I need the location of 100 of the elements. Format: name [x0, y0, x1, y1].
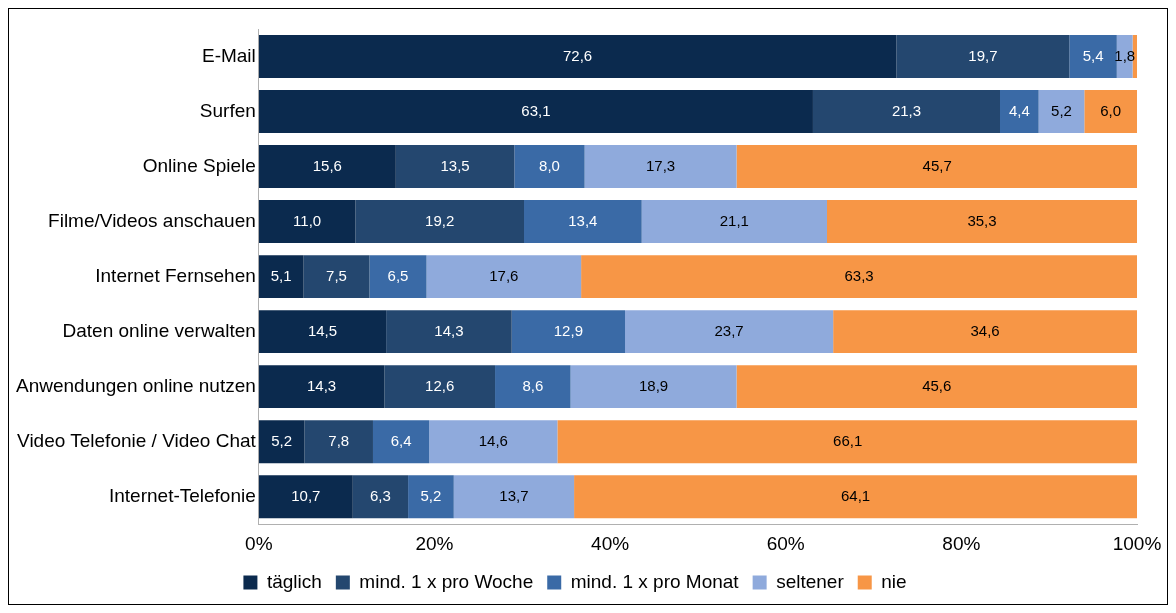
y-tick-label: Video Telefonie / Video Chat [17, 429, 257, 451]
x-tick-label: 0% [245, 532, 273, 554]
bar [384, 365, 496, 409]
data-label: 14,3 [434, 321, 464, 339]
bar [258, 255, 304, 299]
bar [408, 475, 454, 519]
bar [453, 475, 575, 519]
data-label: 63,1 [521, 101, 551, 119]
data-label: 7,5 [326, 266, 347, 284]
data-label: 34,6 [970, 321, 1000, 339]
x-tick-label: 20% [415, 532, 454, 554]
bar [258, 90, 813, 133]
y-tick-label: E-Mail [201, 44, 256, 66]
data-label: 13,4 [568, 211, 598, 229]
bar [581, 255, 1137, 299]
data-label: 18,9 [638, 376, 669, 394]
data-label: 14,6 [478, 431, 508, 449]
y-tick-label: Anwendungen online nutzen [16, 374, 256, 396]
x-tick-label: 100% [1112, 532, 1162, 554]
data-label: 35,3 [967, 211, 997, 229]
y-tick-label: Internet-Telefonie [108, 484, 256, 506]
legend-label: nie [881, 570, 907, 592]
x-tick-label: 80% [942, 532, 981, 554]
bar [495, 365, 571, 409]
data-label: 4,4 [1008, 101, 1030, 119]
bar [896, 35, 1070, 78]
data-label: 5,2 [271, 431, 293, 449]
bar [1069, 35, 1117, 78]
data-label: 5,4 [1082, 46, 1104, 64]
bar [369, 255, 427, 299]
data-label: 15,6 [312, 156, 342, 174]
data-label: 13,7 [499, 486, 529, 504]
bar [833, 310, 1137, 354]
data-label: 66,1 [833, 431, 863, 449]
data-label: 12,6 [425, 376, 455, 394]
data-label: 6,5 [387, 266, 409, 284]
bar [395, 145, 515, 189]
data-label: 8,0 [539, 156, 560, 174]
data-label: 12,9 [553, 321, 583, 339]
bar [304, 420, 373, 464]
bar [514, 145, 585, 189]
data-label: 45,7 [922, 156, 952, 174]
bar [641, 200, 827, 244]
y-tick-label: Daten online verwalten [62, 319, 256, 341]
data-label: 5,2 [1051, 101, 1072, 119]
bar [511, 310, 626, 354]
data-label: 21,1 [719, 211, 749, 229]
bar [386, 310, 512, 354]
data-label: 19,7 [968, 46, 998, 64]
y-tick-label: Internet Fernsehen [95, 264, 256, 286]
data-label: 10,7 [291, 486, 321, 504]
bar [258, 475, 353, 519]
data-label: 63,3 [844, 266, 874, 284]
y-tick-label: Online Spiele [142, 154, 256, 176]
bar [355, 200, 525, 244]
bar [1000, 90, 1039, 133]
bar [426, 255, 582, 299]
bar [372, 420, 430, 464]
data-label: 14,5 [307, 321, 338, 339]
bar [1038, 90, 1085, 133]
data-label: 11,0 [293, 211, 322, 229]
legend-label: täglich [266, 570, 322, 592]
bar [736, 145, 1137, 189]
bar [429, 420, 558, 464]
data-label: 17,6 [489, 266, 519, 284]
bar [625, 310, 834, 354]
bar [827, 200, 1137, 244]
bar [812, 90, 1000, 133]
bar [258, 365, 385, 409]
data-label: 6,0 [1100, 101, 1122, 119]
legend-label: seltener [776, 570, 845, 592]
data-label: 8,6 [522, 376, 544, 394]
bar [258, 200, 356, 244]
x-tick-label: 60% [766, 532, 805, 554]
bar [584, 145, 737, 189]
bar [303, 255, 370, 299]
data-label: 45,6 [922, 376, 952, 394]
data-label: 64,1 [840, 486, 871, 504]
bar [524, 200, 642, 244]
bar [574, 475, 1137, 519]
data-label: 5,2 [420, 486, 442, 504]
data-label: 7,8 [328, 431, 350, 449]
x-tick-label: 40% [591, 532, 630, 554]
bar [258, 35, 897, 78]
bar [736, 365, 1137, 409]
data-label: 5,1 [270, 266, 292, 284]
bar [258, 145, 396, 189]
data-label: 17,3 [645, 156, 676, 174]
data-label: 72,6 [562, 46, 593, 64]
legend-label: mind. 1 x pro Monat [570, 570, 740, 592]
data-label: 21,3 [891, 101, 922, 119]
bar [557, 420, 1137, 464]
bar [258, 420, 305, 464]
data-label: 6,4 [390, 431, 412, 449]
data-label: 6,3 [370, 486, 391, 504]
legend-label: mind. 1 x pro Woche [359, 570, 534, 592]
data-label: 19,2 [425, 211, 455, 229]
y-tick-label: Surfen [199, 99, 256, 121]
bar [1084, 90, 1137, 133]
bar [352, 475, 409, 519]
